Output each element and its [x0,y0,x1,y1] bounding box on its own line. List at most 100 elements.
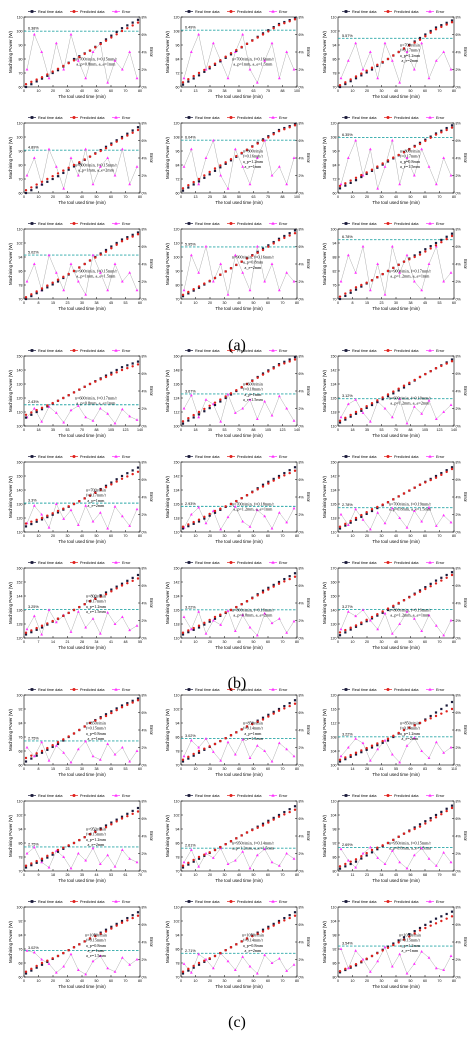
y-tick-label: 120 [331,122,337,126]
x-tick-label: 20 [365,979,369,983]
predicted-data-point [187,967,190,971]
legend-err-label: Error [436,10,445,14]
predicted-data-point [434,476,438,479]
real-data-point [115,922,118,926]
predicted-data-point [397,495,400,498]
y-axis-label: Machining Power (W) [165,708,170,751]
predicted-data-point [30,629,33,632]
y-tick-label: 104 [331,750,337,754]
real-data-point [370,746,374,749]
x-tick-label: 80 [452,640,456,644]
real-data-point [354,860,358,863]
predicted-data-point [219,507,222,510]
real-data-point [418,823,422,826]
error-point [390,138,394,142]
error-point [292,963,296,966]
predicted-data-point [293,808,297,811]
real-data-point [110,588,113,591]
predicted-data-point [293,914,297,917]
error-point [226,392,230,396]
predicted-data-point [136,128,140,132]
predicted-data-point [293,232,297,235]
y-tick-label: 78 [19,284,23,288]
y-tick-label: 98 [333,828,337,832]
predicted-data-point [203,68,206,72]
y-tick-label: 80 [19,164,23,168]
real-data-point [349,415,352,418]
predicted-data-point [187,290,190,294]
predicted-data-point [181,970,185,973]
predicted-data-point [88,833,92,836]
y2-tick-label: 8% [299,906,305,910]
real-data-point [35,861,38,864]
predicted-data-point [376,399,379,402]
legend-err-label: Error [436,900,445,904]
predicted-data-point [213,509,217,513]
real-data-point [338,297,342,301]
real-data-point [344,82,347,86]
y-tick-label: 160 [331,581,337,585]
y2-tick-label: 8% [456,567,462,571]
error-point [255,156,259,159]
y2-tick-label: 0% [299,637,305,641]
predicted-data-point [283,22,286,25]
real-data-point [192,966,195,969]
error-point [69,952,73,956]
predicted-data-point [392,54,395,57]
predicted-data-point [192,626,195,630]
error-point [128,50,132,53]
real-data-point [338,867,342,870]
error-point [113,262,117,265]
y-tick-label: 142 [174,475,180,479]
predicted-data-point [376,63,379,67]
real-data-point [272,240,275,244]
predicted-data-point [338,525,342,528]
real-data-point [370,617,374,620]
y2-tick-label: 4% [142,941,148,945]
real-data-point [24,191,28,195]
y-tick-label: 120 [174,16,180,20]
legend-real-marker [344,349,348,352]
predicted-data-point [192,74,195,78]
error-point [390,415,394,419]
real-data-point [136,573,140,577]
real-data-point [365,512,368,516]
error-point [277,741,281,745]
legend-real-marker [187,116,191,119]
real-data-point [104,484,108,487]
x-tick-label: 0 [23,979,25,983]
parameter-annotation: a_p=1mm [244,392,262,397]
error-point [270,860,274,864]
x-tick-label: 8 [38,301,40,305]
predicted-data-point [110,711,113,715]
y-tick-label: 124 [174,397,180,401]
predicted-data-point [256,826,259,830]
predicted-data-point [277,709,281,712]
x-tick-label: 7 [38,640,40,644]
y2-tick-label: 6% [299,139,305,143]
error-point [211,41,215,45]
real-data-point [192,860,195,863]
error-point [442,156,446,159]
error-point [368,288,372,292]
error-point [69,156,73,159]
predicted-data-point [24,631,28,634]
real-data-point [445,573,448,577]
error-point [420,41,424,45]
parameter-annotation: a_p=1.2mm [400,53,421,58]
error-point [398,182,402,186]
y2-tick-label: 2% [142,619,148,623]
real-data-point [35,754,38,757]
error-threshold-label: 3.02% [28,946,39,950]
legend: Real time data Predicted data Error [342,221,445,226]
y-tick-label: 110 [174,242,180,246]
real-data-point [376,848,379,851]
error-point [368,759,372,762]
real-data-point [181,972,185,975]
y-tick-label: 90 [19,44,23,48]
predicted-data-point [56,954,60,958]
predicted-data-point [120,29,124,33]
predicted-data-point [288,20,291,23]
predicted-data-point [293,18,297,21]
